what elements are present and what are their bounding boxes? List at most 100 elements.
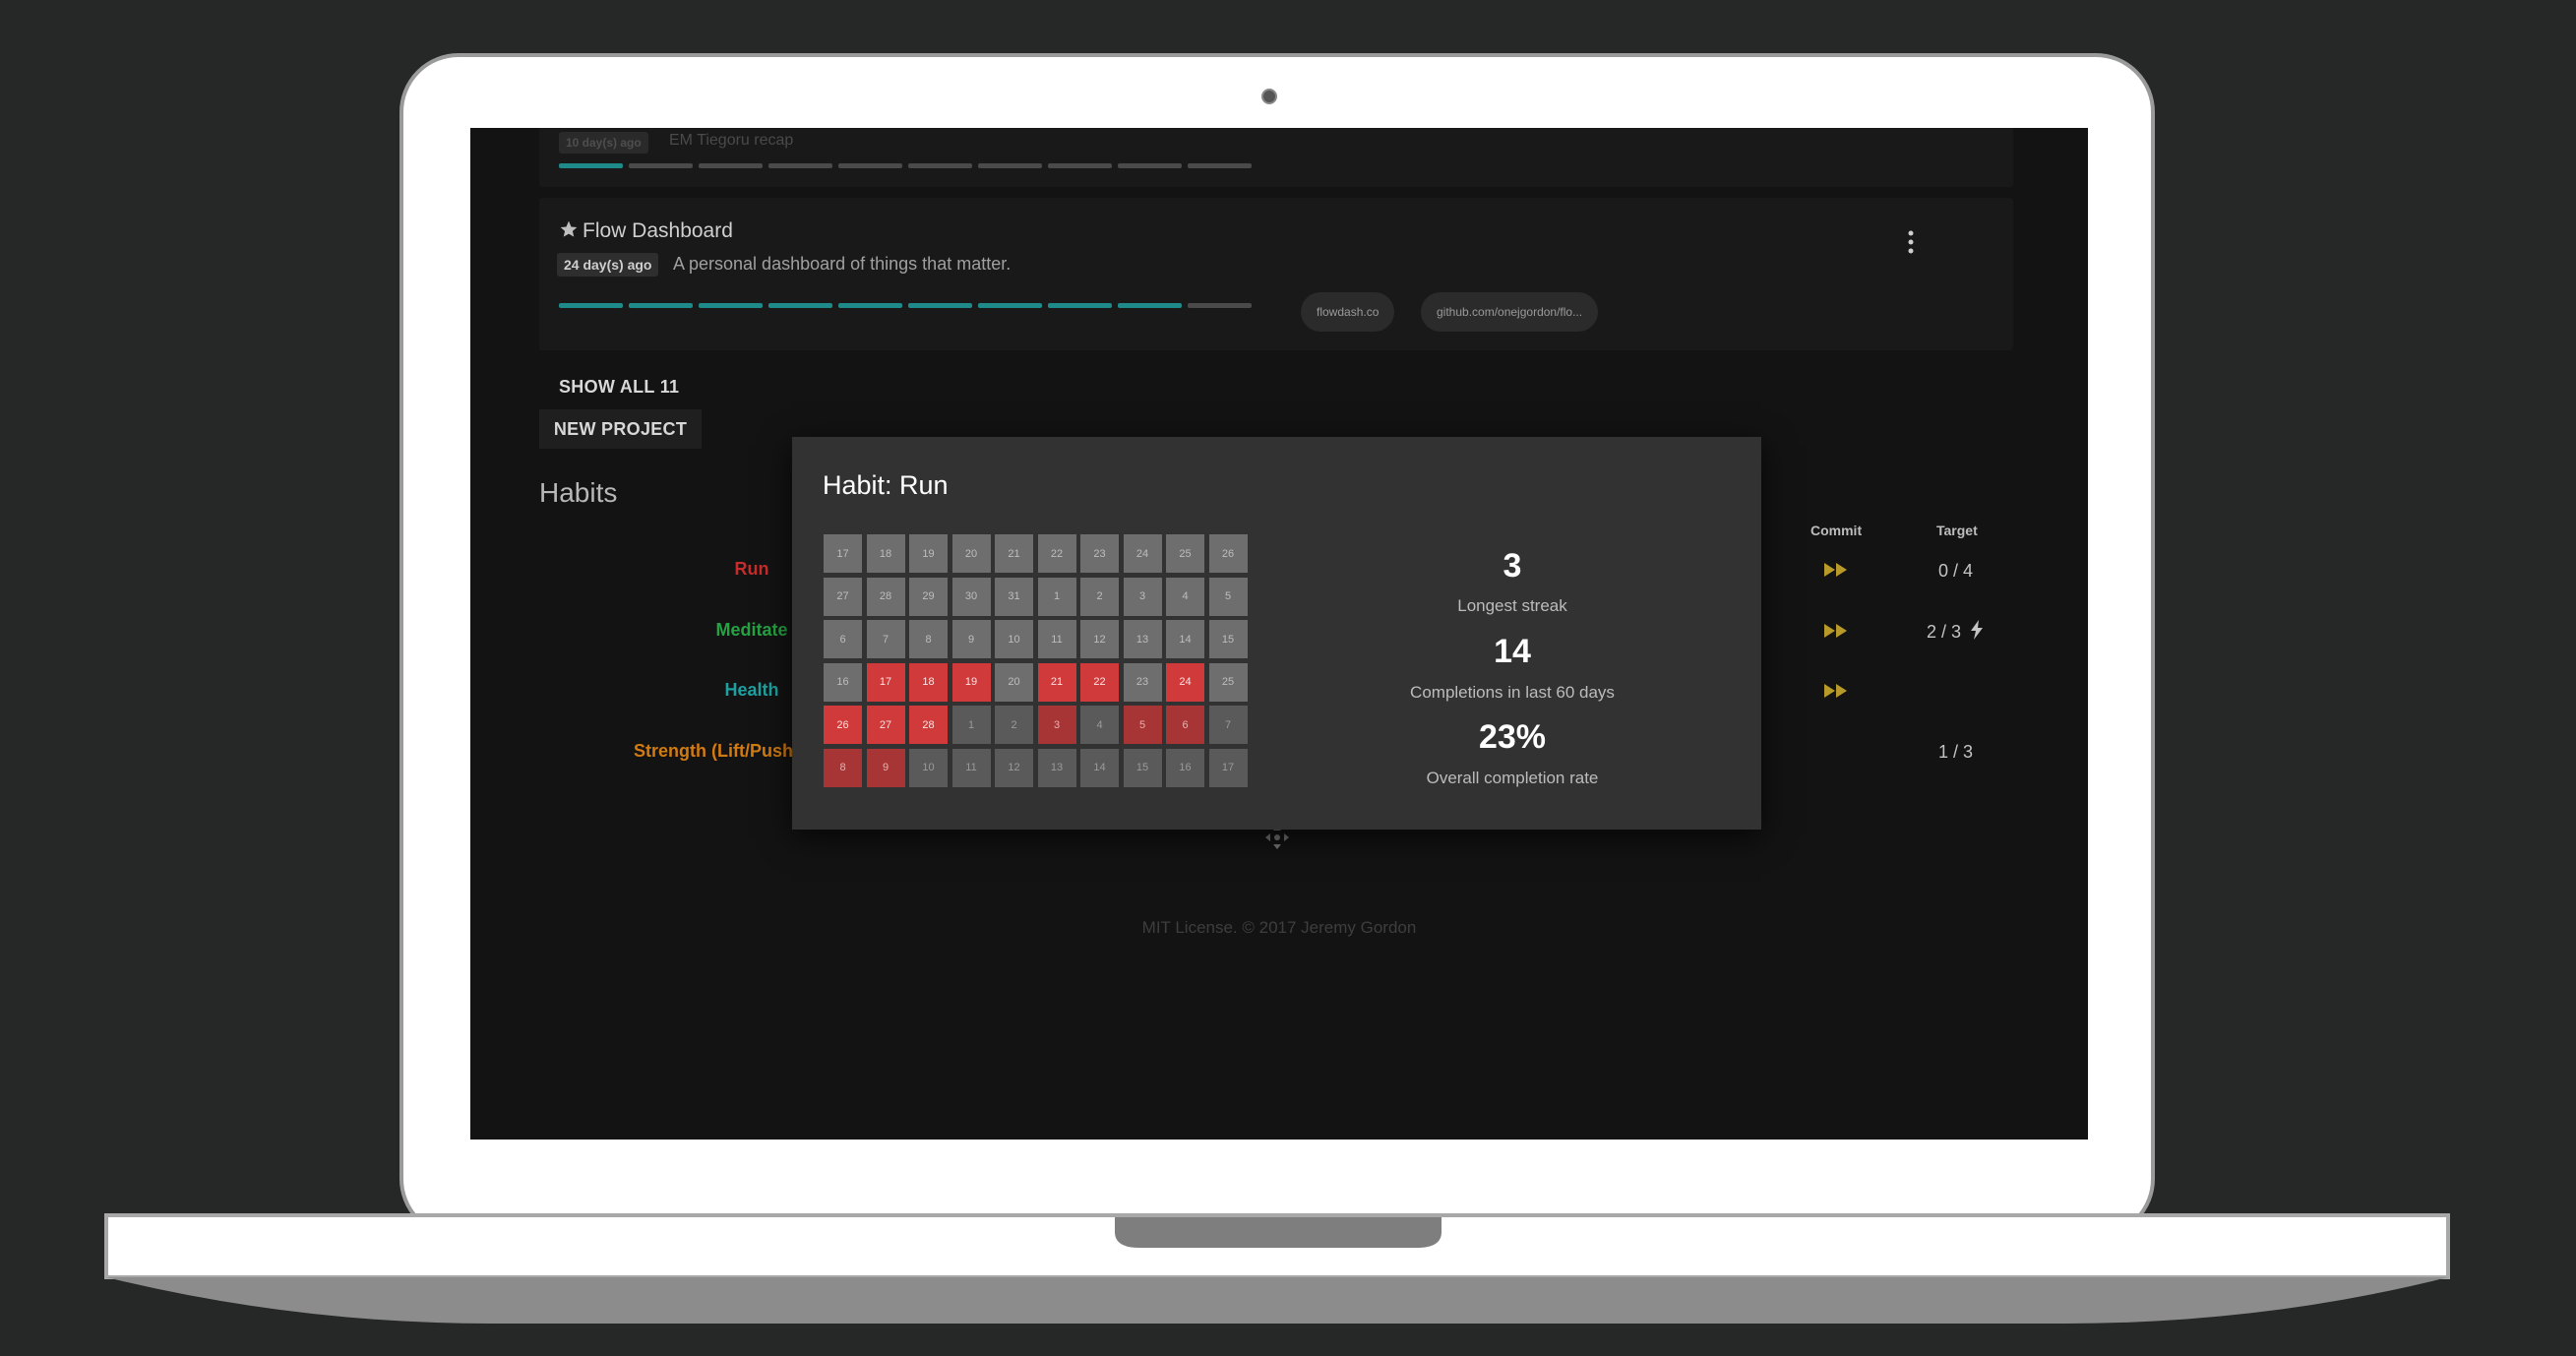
- longest-streak-label: Longest streak: [1457, 596, 1567, 615]
- calendar-day: 21: [1037, 662, 1076, 702]
- calendar-day: 11: [951, 748, 991, 787]
- calendar-day: 14: [1166, 620, 1204, 658]
- progress-segment: [629, 303, 693, 308]
- habit-name-strength[interactable]: Strength (Lift/Pushu: [634, 741, 804, 761]
- project-description: A personal dashboard of things that matt…: [673, 254, 1012, 274]
- calendar-day: 22: [1037, 534, 1076, 573]
- calendar-day: 29: [909, 577, 948, 616]
- app-screen: 10 day(s) ago EM Tiegoru recap Flow Dash…: [470, 128, 2088, 1140]
- progress-segment: [838, 163, 902, 168]
- habit-name-meditate[interactable]: Meditate: [715, 620, 788, 640]
- progress-segment: [838, 303, 902, 308]
- calendar-day: 3: [1123, 577, 1162, 616]
- calendar-day: 18: [909, 662, 948, 702]
- project-progress-bar: [559, 163, 1252, 168]
- progress-segment: [1118, 303, 1182, 308]
- project-title[interactable]: Flow Dashboard: [583, 219, 733, 242]
- commit-column-header: Commit: [1810, 523, 1863, 538]
- star-icon[interactable]: [559, 219, 579, 239]
- calendar-day: 17: [1208, 748, 1248, 787]
- progress-segment: [1048, 303, 1112, 308]
- calendar-day: 24: [1166, 662, 1204, 702]
- project-card[interactable]: Flow Dashboard 24 day(s) ago A personal …: [539, 198, 2013, 350]
- bolt-icon: [1971, 620, 1983, 640]
- progress-segment: [629, 163, 693, 168]
- calendar-day: 2: [995, 706, 1033, 744]
- commit-fast-forward-icon[interactable]: [1823, 562, 1849, 578]
- progress-segment: [908, 163, 972, 168]
- progress-segment: [908, 303, 972, 308]
- calendar-day: 5: [1123, 706, 1162, 744]
- calendar-day: 23: [1080, 534, 1119, 573]
- dialog-title: Habit: Run: [823, 470, 949, 500]
- show-all-button[interactable]: SHOW ALL 11: [559, 377, 680, 397]
- project-age-badge: 10 day(s) ago: [559, 132, 648, 154]
- project-age-badge: 24 day(s) ago: [557, 253, 659, 277]
- calendar-day: 13: [1037, 748, 1076, 787]
- calendar-day: 14: [1080, 748, 1119, 787]
- calendar-day: 27: [866, 706, 905, 744]
- calendar-day: 13: [1123, 620, 1162, 658]
- completions-value: 14: [1494, 633, 1531, 670]
- calendar-day: 15: [1123, 748, 1162, 787]
- habit-detail-dialog: Habit: Run 17 18 19 20 21 22 23 24 25 26 27 28 29 30 3…: [792, 437, 1761, 830]
- progress-segment: [559, 303, 623, 308]
- calendar-day: 23: [1123, 662, 1162, 702]
- commit-fast-forward-icon[interactable]: [1823, 683, 1849, 699]
- project-link-chip[interactable]: github.com/onejgordon/flo...: [1421, 292, 1599, 332]
- calendar-day: 9: [866, 748, 905, 787]
- calendar-day: 3: [1037, 706, 1076, 744]
- calendar-day: 28: [909, 706, 948, 744]
- new-project-button[interactable]: NEW PROJECT: [539, 409, 702, 449]
- project-description: EM Tiegoru recap: [669, 132, 794, 149]
- habit-target: 1 / 3: [1938, 742, 1974, 762]
- calendar-day: 26: [824, 706, 862, 744]
- calendar-day: 1: [1037, 577, 1076, 616]
- habits-section-title: Habits: [539, 477, 618, 508]
- drag-handle-icon[interactable]: [1262, 823, 1292, 852]
- progress-segment: [978, 303, 1042, 308]
- project-link-chip[interactable]: flowdash.co: [1301, 292, 1395, 332]
- project-card[interactable]: 10 day(s) ago EM Tiegoru recap: [539, 128, 2013, 187]
- calendar-day: 4: [1080, 706, 1119, 744]
- webcam-icon: [1261, 89, 1277, 104]
- calendar-day: 19: [909, 534, 948, 573]
- calendar-day: 26: [1208, 534, 1248, 573]
- habit-name-run[interactable]: Run: [734, 559, 769, 579]
- project-progress-bar: [559, 303, 1252, 308]
- commit-fast-forward-icon[interactable]: [1823, 623, 1849, 639]
- calendar-day: 27: [824, 577, 862, 616]
- calendar-day: 7: [866, 620, 905, 658]
- calendar-day: 5: [1208, 577, 1248, 616]
- calendar-day: 1: [951, 706, 991, 744]
- progress-segment: [1048, 163, 1112, 168]
- progress-segment: [978, 163, 1042, 168]
- habit-name-health[interactable]: Health: [724, 680, 779, 700]
- calendar-day: 25: [1208, 662, 1248, 702]
- calendar-day: 9: [951, 620, 991, 658]
- calendar-day: 18: [866, 534, 905, 573]
- calendar-day: 19: [951, 662, 991, 702]
- completion-rate-value: 23%: [1478, 718, 1547, 756]
- calendar-day: 21: [995, 534, 1033, 573]
- calendar-day: 30: [951, 577, 991, 616]
- calendar-day: 16: [1166, 748, 1204, 787]
- calendar-day: 17: [866, 662, 905, 702]
- calendar-day: 31: [995, 577, 1033, 616]
- calendar-day: 20: [995, 662, 1033, 702]
- calendar-day: 11: [1037, 620, 1076, 658]
- calendar-day: 12: [1080, 620, 1119, 658]
- progress-segment: [699, 163, 763, 168]
- progress-segment: [768, 163, 832, 168]
- calendar-day: 10: [995, 620, 1033, 658]
- footer-license: MIT License. © 2017 Jeremy Gordon: [1141, 918, 1417, 937]
- calendar-day: 20: [951, 534, 991, 573]
- progress-segment: [559, 163, 623, 168]
- longest-streak-value: 3: [1503, 547, 1522, 585]
- calendar-day: 4: [1166, 577, 1204, 616]
- calendar-day: 6: [1166, 706, 1204, 744]
- calendar-day: 10: [909, 748, 948, 787]
- calendar-day: 16: [824, 662, 862, 702]
- more-vert-icon[interactable]: [1906, 229, 1916, 255]
- habit-calendar: 17 18 19 20 21 22 23 24 25 26 27 28 29 30 31 1 2 3 4 5 6 7 8 9 1…: [824, 534, 1249, 787]
